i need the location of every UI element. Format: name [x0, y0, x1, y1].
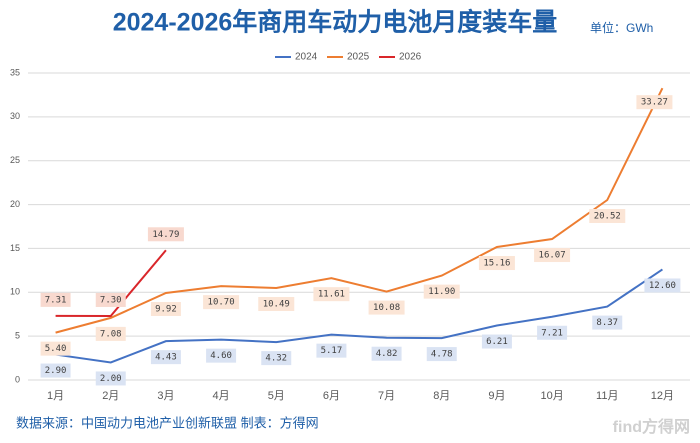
label-box [478, 256, 515, 271]
data-label: 8.37 [596, 318, 618, 328]
label-box [426, 347, 457, 362]
label-box [636, 95, 673, 110]
x-tick-label: 11月 [596, 390, 618, 402]
legend-label: 2025 [347, 52, 370, 63]
data-label: 4.82 [376, 349, 398, 359]
label-box [40, 341, 71, 356]
data-label: 2.90 [45, 366, 67, 376]
data-label: 7.21 [541, 328, 563, 338]
x-tick-label: 2月 [102, 390, 119, 402]
y-tick-label: 5 [15, 331, 20, 341]
data-label: 4.60 [210, 351, 232, 361]
data-label: 7.31 [45, 295, 67, 305]
data-label: 6.21 [486, 337, 508, 347]
label-box [537, 325, 568, 340]
data-label: 15.16 [483, 259, 510, 269]
y-tick-label: 35 [10, 67, 20, 77]
x-tick-label: 5月 [268, 390, 285, 402]
label-box [592, 315, 623, 330]
y-tick-label: 10 [10, 287, 20, 297]
data-label: 10.08 [373, 303, 400, 313]
x-tick-label: 4月 [213, 390, 230, 402]
label-box [313, 287, 350, 302]
y-tick-label: 0 [15, 374, 20, 384]
label-box [534, 248, 571, 263]
data-label: 9.92 [155, 304, 177, 314]
label-box [644, 278, 681, 293]
x-tick-label: 1月 [47, 390, 64, 402]
label-box [206, 348, 237, 363]
label-box [589, 209, 626, 224]
x-tick-label: 3月 [157, 390, 174, 402]
y-tick-label: 25 [10, 155, 20, 165]
data-label: 4.78 [431, 350, 453, 360]
data-label: 4.32 [265, 354, 287, 364]
series-line [55, 268, 663, 364]
label-box [40, 292, 71, 307]
data-label: 33.27 [641, 98, 668, 108]
label-box [147, 227, 184, 242]
label-box [95, 326, 126, 341]
data-label: 20.52 [594, 212, 621, 222]
label-box [316, 343, 347, 358]
data-label: 10.70 [208, 298, 235, 308]
label-box [95, 371, 126, 386]
legend-label: 2026 [399, 52, 422, 63]
label-box [150, 350, 181, 365]
y-tick-label: 30 [10, 111, 20, 121]
label-box [203, 295, 240, 310]
series-line [55, 87, 664, 334]
label-box [261, 351, 292, 366]
x-tick-label: 10月 [540, 390, 563, 402]
data-label: 2.00 [100, 374, 122, 384]
x-tick-label: 6月 [323, 390, 340, 402]
label-box [371, 346, 402, 361]
data-label: 12.60 [649, 281, 676, 291]
legend-label: 2024 [295, 52, 318, 63]
chart-title: 2024-2026年商用车动力电池月度装车量 [113, 8, 558, 37]
watermark: find方得网 [613, 417, 690, 436]
unit-label: 单位：GWh [590, 20, 653, 35]
x-tick-label: 7月 [378, 390, 395, 402]
data-label: 10.49 [263, 299, 290, 309]
label-box [40, 363, 71, 378]
x-tick-label: 12月 [651, 390, 674, 402]
label-box [368, 300, 405, 315]
data-label: 11.90 [428, 287, 455, 297]
data-label: 7.30 [100, 295, 122, 305]
y-tick-label: 15 [10, 243, 20, 253]
label-box [258, 296, 295, 311]
data-label: 16.07 [539, 251, 566, 261]
label-box [95, 292, 126, 307]
x-tick-label: 9月 [488, 390, 505, 402]
data-label: 11.61 [318, 290, 345, 300]
data-label: 7.08 [100, 329, 122, 339]
label-box [481, 334, 512, 349]
label-box [423, 284, 460, 299]
source-note: 数据来源：中国动力电池产业创新联盟 制表：方得网 [16, 415, 319, 430]
data-label: 5.40 [45, 344, 67, 354]
series-line [55, 249, 167, 317]
y-tick-label: 20 [10, 199, 20, 209]
data-label: 5.17 [321, 346, 343, 356]
data-label: 14.79 [152, 230, 179, 240]
data-label: 4.43 [155, 353, 177, 363]
x-tick-label: 8月 [433, 390, 450, 402]
label-box [150, 301, 181, 316]
